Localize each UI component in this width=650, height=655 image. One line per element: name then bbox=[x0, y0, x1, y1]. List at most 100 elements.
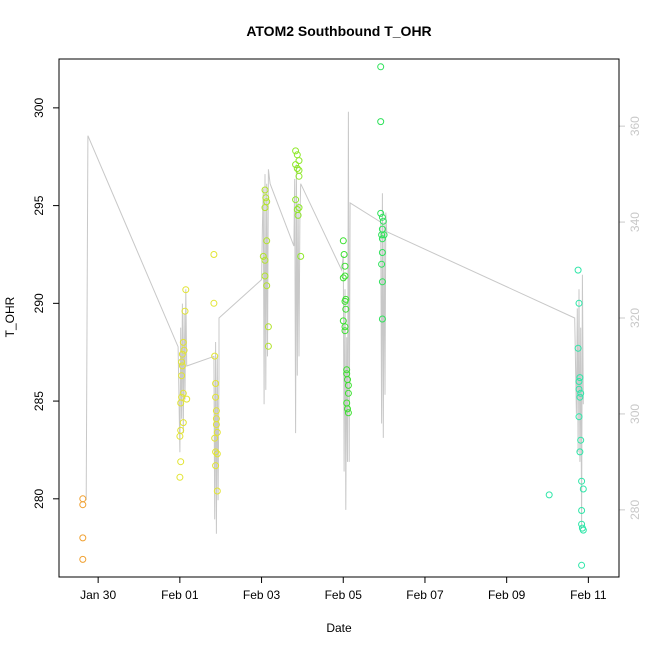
data-point bbox=[295, 157, 303, 165]
data-point bbox=[212, 393, 220, 401]
data-point bbox=[575, 385, 583, 393]
data-point bbox=[292, 196, 300, 204]
x-tick-label: Feb 01 bbox=[161, 588, 199, 602]
data-point bbox=[379, 217, 387, 225]
data-point bbox=[79, 501, 87, 509]
data-point bbox=[378, 235, 386, 243]
data-point bbox=[79, 555, 87, 563]
x-tick-label: Jan 30 bbox=[80, 588, 116, 602]
plot-frame bbox=[58, 58, 620, 578]
data-point bbox=[259, 252, 267, 260]
y-tick-label: 285 bbox=[32, 391, 46, 411]
data-point bbox=[344, 409, 352, 417]
data-point bbox=[178, 350, 186, 358]
data-point bbox=[211, 352, 219, 360]
data-point bbox=[578, 507, 586, 514]
data-point bbox=[213, 450, 221, 458]
data-point bbox=[292, 161, 300, 169]
x-axis-label: Date bbox=[326, 621, 352, 635]
data-point bbox=[378, 260, 386, 268]
data-point bbox=[179, 419, 187, 427]
y2-tick-label: 360 bbox=[628, 116, 642, 136]
data-point bbox=[342, 305, 350, 313]
data-point bbox=[545, 491, 553, 499]
data-point bbox=[179, 338, 187, 346]
x-tick-label: Feb 03 bbox=[243, 588, 281, 602]
y2-tick-label: 340 bbox=[628, 212, 642, 232]
data-point bbox=[292, 147, 300, 155]
data-point bbox=[210, 251, 218, 258]
data-point bbox=[212, 407, 220, 415]
data-point bbox=[344, 405, 351, 413]
data-point bbox=[378, 231, 386, 239]
data-point bbox=[212, 380, 220, 387]
data-point bbox=[178, 362, 186, 370]
x-tick-label: Feb 09 bbox=[488, 588, 526, 602]
data-point bbox=[261, 186, 269, 194]
data-point bbox=[176, 473, 184, 481]
data-point bbox=[178, 372, 186, 380]
data-point bbox=[378, 278, 386, 286]
data-point bbox=[183, 395, 191, 403]
data-point bbox=[579, 485, 587, 493]
data-point bbox=[574, 266, 582, 274]
data-point bbox=[339, 274, 347, 282]
data-point bbox=[211, 434, 219, 442]
data-point bbox=[578, 524, 586, 532]
data-point bbox=[295, 172, 303, 180]
data-point bbox=[262, 194, 270, 202]
y-tick-label: 295 bbox=[32, 195, 46, 215]
y-axis-label: T_OHR bbox=[3, 296, 17, 337]
data-point bbox=[178, 358, 186, 366]
data-point bbox=[212, 415, 220, 423]
data-point bbox=[79, 534, 87, 542]
y2-tick-label: 300 bbox=[628, 404, 642, 424]
data-point bbox=[210, 299, 218, 307]
data-point bbox=[263, 282, 271, 290]
data-point bbox=[576, 448, 584, 456]
chart-title: ATOM2 Southbound T_OHR bbox=[246, 23, 431, 39]
data-point bbox=[574, 344, 582, 352]
data-point bbox=[213, 428, 221, 436]
data-point bbox=[344, 389, 352, 397]
data-point bbox=[297, 252, 305, 260]
data-point bbox=[377, 209, 385, 217]
data-point bbox=[212, 448, 220, 456]
data-point bbox=[341, 272, 349, 280]
secondary-line-layer bbox=[85, 111, 584, 534]
data-point bbox=[344, 381, 352, 389]
data-point bbox=[343, 366, 351, 374]
data-point bbox=[575, 299, 583, 307]
data-point bbox=[377, 63, 385, 71]
data-point bbox=[575, 413, 583, 421]
y-tick-label: 300 bbox=[32, 98, 46, 118]
y-tick-label: 290 bbox=[32, 293, 46, 313]
data-point bbox=[177, 458, 185, 466]
data-point bbox=[294, 211, 302, 219]
data-point bbox=[576, 393, 584, 401]
data-point bbox=[578, 561, 586, 569]
data-point bbox=[575, 378, 583, 385]
data-point bbox=[293, 165, 301, 172]
data-point bbox=[263, 237, 271, 245]
data-point bbox=[341, 327, 349, 335]
data-point bbox=[576, 374, 584, 382]
data-point bbox=[378, 249, 386, 256]
data-point bbox=[577, 436, 585, 444]
data-point bbox=[339, 237, 347, 245]
data-point bbox=[213, 487, 221, 495]
data-point bbox=[264, 342, 272, 350]
x-tick-label: Feb 07 bbox=[406, 588, 444, 602]
y2-tick-label: 280 bbox=[628, 500, 642, 520]
data-point bbox=[264, 323, 272, 331]
data-point bbox=[212, 462, 220, 470]
data-point bbox=[261, 272, 269, 280]
data-point bbox=[377, 118, 385, 126]
data-point bbox=[380, 231, 388, 239]
data-point bbox=[182, 286, 190, 294]
data-point bbox=[295, 204, 303, 212]
y-tick-label: 280 bbox=[32, 488, 46, 508]
data-point bbox=[378, 213, 386, 221]
